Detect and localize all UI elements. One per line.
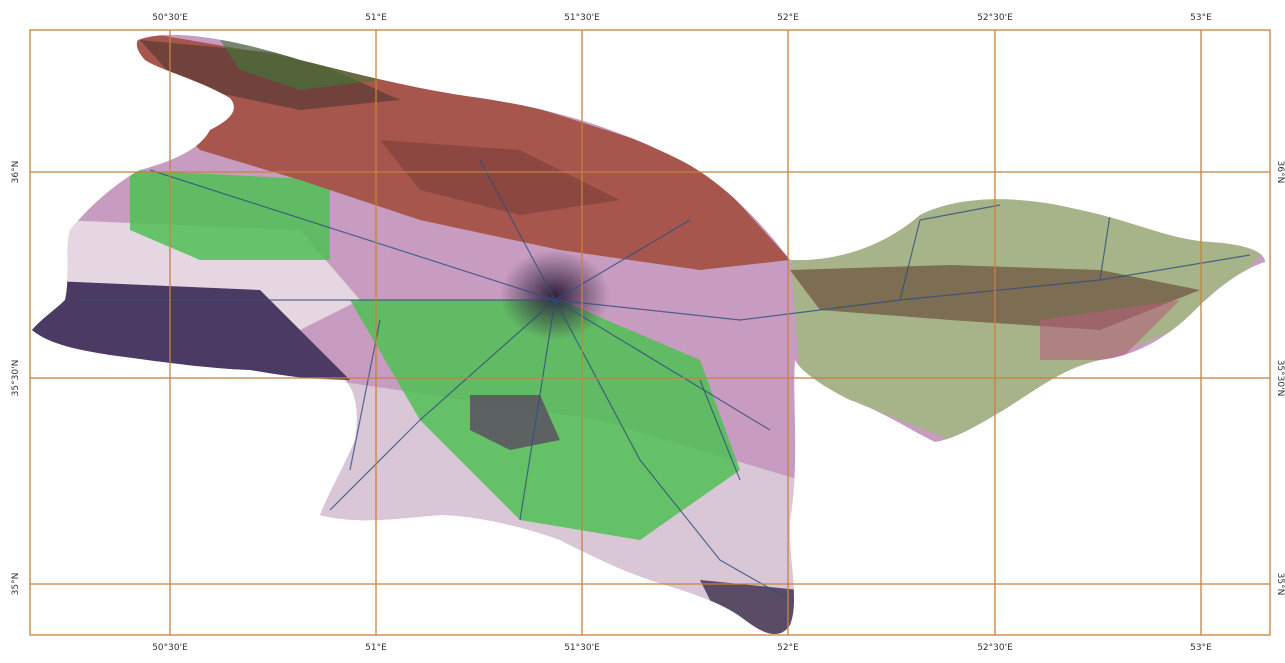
- left-label: 36°N: [11, 161, 21, 184]
- right-axis-labels: 36°N 35°30'N 35°N: [1275, 161, 1285, 596]
- bottom-label: 52°E: [777, 643, 799, 653]
- road-network: [80, 159, 1251, 601]
- mountain-ridges-2: [380, 140, 620, 215]
- bottom-label: 51°30'E: [564, 643, 600, 653]
- bottom-label: 50°30'E: [152, 643, 188, 653]
- eastern-pink: [1040, 300, 1180, 360]
- right-label: 35°30'N: [1275, 360, 1285, 397]
- right-label: 36°N: [1275, 161, 1285, 184]
- green-valley-north: [220, 40, 380, 90]
- southern-dark-patch: [700, 580, 800, 635]
- top-axis-labels: 50°30'E 51°E 51°30'E 52°E 52°30'E 53°E: [152, 13, 1212, 23]
- left-axis-labels: 36°N 35°30'N 35°N: [11, 161, 21, 596]
- agri-green-west: [130, 170, 330, 260]
- left-label: 35°30'N: [11, 360, 21, 397]
- bottom-label: 52°30'E: [977, 643, 1013, 653]
- top-label: 53°E: [1190, 13, 1212, 23]
- bottom-axis-labels: 50°30'E 51°E 51°30'E 52°E 52°30'E 53°E: [152, 643, 1212, 653]
- top-label: 51°30'E: [564, 13, 600, 23]
- right-label: 35°N: [1275, 573, 1285, 596]
- map-frame: [29, 29, 1271, 636]
- top-label: 50°30'E: [152, 13, 188, 23]
- city-area: [500, 250, 610, 340]
- top-label: 52°E: [777, 13, 799, 23]
- graticule: [29, 29, 1271, 636]
- top-label: 51°E: [365, 13, 387, 23]
- top-label: 52°30'E: [977, 13, 1013, 23]
- bottom-label: 51°E: [365, 643, 387, 653]
- bottom-label: 53°E: [1190, 643, 1212, 653]
- left-label: 35°N: [11, 573, 21, 596]
- western-dark-zone: [32, 280, 350, 380]
